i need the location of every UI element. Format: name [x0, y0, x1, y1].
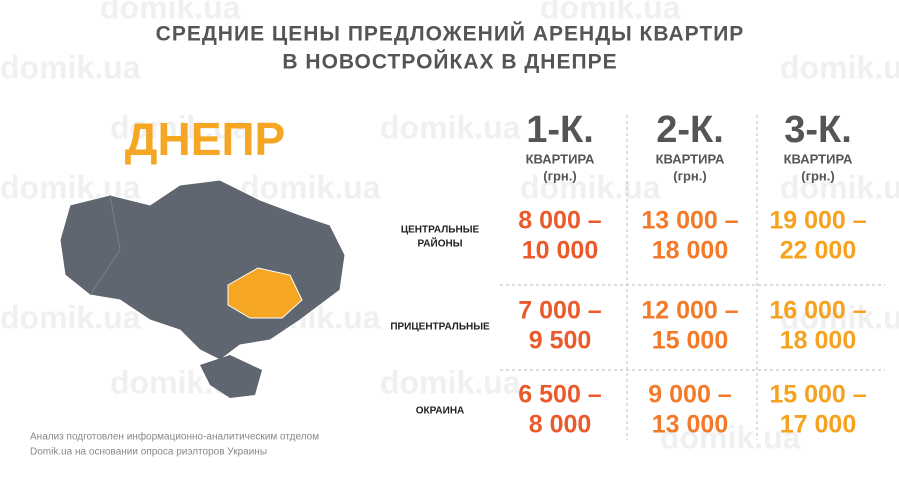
title: В НОВОСТРОЙКАХ В ДНЕПРЕ	[282, 50, 617, 74]
price: 8 000 –	[518, 207, 602, 235]
map	[59, 179, 346, 398]
price: 9 500	[529, 327, 592, 355]
price: 15 000 –	[769, 381, 866, 409]
column-subtitle: КВАРТИРА	[656, 151, 725, 166]
price: 19 000 –	[769, 207, 866, 235]
watermark: domik.ua	[660, 419, 801, 455]
row-label: ОКРАИНА	[416, 406, 465, 417]
row-label: ЦЕНТРАЛЬНЫЕ	[401, 225, 480, 236]
watermark: domik.ua	[780, 299, 899, 335]
price: 13 000 –	[641, 207, 738, 235]
column-unit: (грн.)	[801, 168, 834, 183]
column-subtitle: КВАРТИРА	[784, 151, 853, 166]
column-unit: (грн.)	[673, 168, 706, 183]
price: 9 000 –	[648, 381, 732, 409]
price: 10 000	[522, 237, 598, 265]
price: 12 000 –	[641, 297, 738, 325]
watermark: domik.ua	[110, 109, 251, 145]
price: 15 000	[652, 327, 728, 355]
watermark: domik.ua	[520, 169, 661, 205]
price: 22 000	[780, 237, 856, 265]
price: 7 000 –	[518, 297, 602, 325]
row-label: РАЙОНЫ	[418, 237, 463, 250]
column-unit: (грн.)	[543, 168, 576, 183]
watermark: domik.ua	[0, 299, 141, 335]
price: 13 000	[652, 411, 728, 439]
watermark: domik.ua	[380, 109, 521, 145]
watermark: domik.ua	[380, 364, 521, 400]
watermark: domik.ua	[780, 49, 899, 85]
column-subtitle: КВАРТИРА	[526, 151, 595, 166]
column-title: 2-К.	[656, 109, 724, 151]
city: ДНЕПР	[125, 113, 285, 165]
watermark: domik.ua	[0, 49, 141, 85]
column-title: 1-К.	[526, 109, 594, 151]
price: 16 000 –	[769, 297, 866, 325]
footer-note: Domik.ua на основании опроса риэлторов У…	[30, 447, 267, 458]
row-label: ПРИЦЕНТРАЛЬНЫЕ	[390, 322, 490, 333]
watermark: domik.ua	[100, 0, 241, 25]
footer-note: Анализ подготовлен информационно-аналити…	[30, 431, 319, 443]
price: 18 000	[652, 237, 728, 265]
price: 17 000	[780, 411, 856, 439]
price: 18 000	[780, 327, 856, 355]
watermark: domik.ua	[240, 169, 381, 205]
column-title: 3-К.	[784, 109, 852, 151]
watermark: domik.ua	[780, 169, 899, 205]
price: 6 500 –	[518, 381, 602, 409]
watermark: domik.ua	[540, 0, 681, 25]
title: СРЕДНИЕ ЦЕНЫ ПРЕДЛОЖЕНИЙ АРЕНДЫ КВАРТИР	[156, 22, 745, 46]
price: 8 000	[529, 411, 592, 439]
